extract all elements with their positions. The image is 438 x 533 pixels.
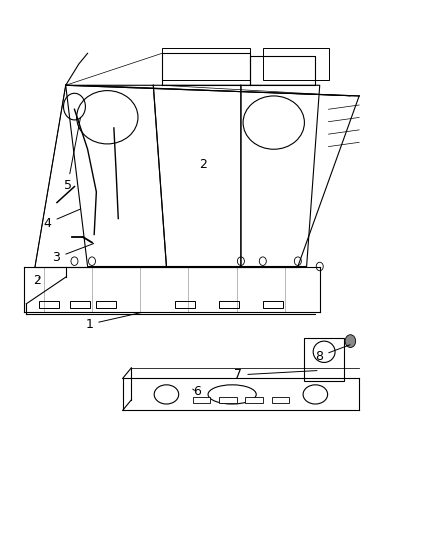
Text: 6: 6 xyxy=(193,385,201,399)
FancyBboxPatch shape xyxy=(39,301,59,308)
Circle shape xyxy=(345,335,356,348)
FancyBboxPatch shape xyxy=(263,301,283,308)
Text: 8: 8 xyxy=(315,345,350,363)
FancyBboxPatch shape xyxy=(219,301,239,308)
Text: 1: 1 xyxy=(85,312,142,331)
Text: 2: 2 xyxy=(199,158,207,171)
FancyBboxPatch shape xyxy=(193,397,210,403)
FancyBboxPatch shape xyxy=(219,397,237,403)
Text: 7: 7 xyxy=(234,368,317,382)
FancyBboxPatch shape xyxy=(162,48,250,80)
FancyBboxPatch shape xyxy=(70,301,90,308)
FancyBboxPatch shape xyxy=(245,397,263,403)
Text: 4: 4 xyxy=(44,209,81,230)
Text: 3: 3 xyxy=(53,244,94,264)
FancyBboxPatch shape xyxy=(263,48,328,80)
Text: 5: 5 xyxy=(64,117,81,192)
FancyBboxPatch shape xyxy=(304,338,344,381)
Text: 2: 2 xyxy=(33,273,41,287)
FancyBboxPatch shape xyxy=(96,301,116,308)
FancyBboxPatch shape xyxy=(272,397,289,403)
FancyBboxPatch shape xyxy=(175,301,195,308)
